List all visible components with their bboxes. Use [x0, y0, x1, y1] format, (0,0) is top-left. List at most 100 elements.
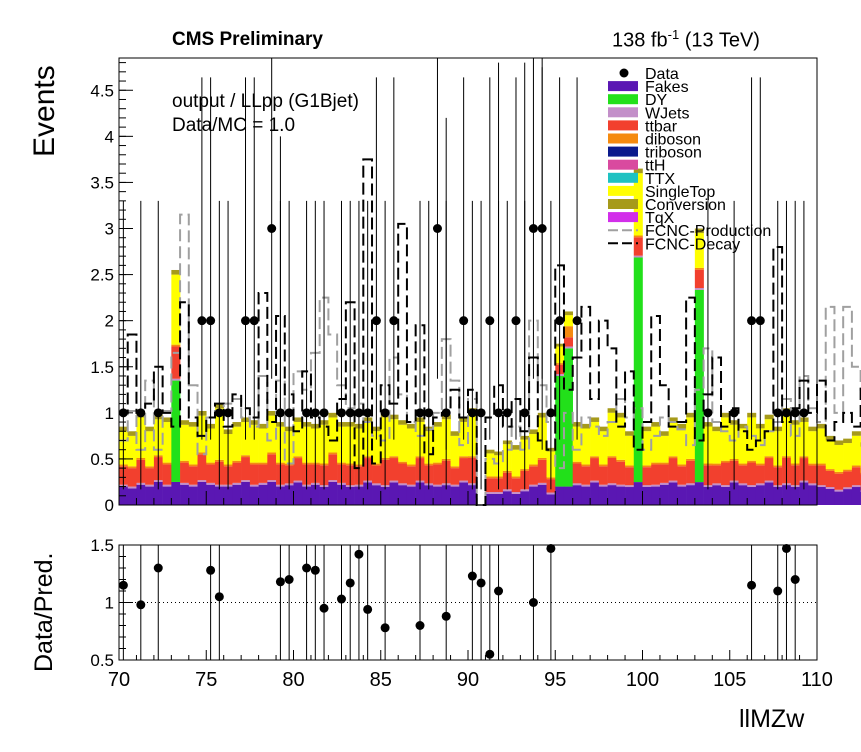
ratio-y-tick-label: 1 [105, 594, 114, 613]
stack-bin-fakes [337, 484, 347, 505]
stack-bin-ttbar [197, 454, 207, 481]
data-point [206, 316, 216, 326]
stack-bin-ttbar [738, 465, 748, 484]
stack-bin-diboson [712, 463, 722, 466]
stack-bin-fakes [729, 482, 739, 505]
data-point [432, 224, 442, 234]
data-point [415, 408, 425, 418]
stack-bin-fakes [241, 481, 251, 505]
y-tick-label: 3 [105, 220, 114, 239]
stack-bin-ttbar [642, 467, 652, 486]
x-axis-label: llMZw [739, 705, 805, 733]
stack-bin-fakes [398, 485, 408, 505]
ratio-point [546, 543, 556, 553]
stack-bin-dy [633, 257, 643, 483]
stack-bin-singletop [249, 424, 259, 463]
stack-bin-fakes [546, 494, 556, 505]
y-tick-label: 4.5 [90, 81, 114, 100]
fcnc-production-line [119, 213, 861, 506]
stack-bin-ttbar [598, 466, 608, 485]
stack-bin-wjets [572, 483, 582, 486]
stack-bin-fakes [520, 491, 530, 505]
stack-bin-ttbar [267, 454, 277, 481]
luminosity-label: 138 fb-1 (13 TeV) [612, 27, 760, 53]
data-point [755, 316, 765, 326]
data-point [790, 408, 800, 418]
ratio-point [302, 563, 312, 573]
stack-bin-fakes [406, 486, 416, 505]
stack-bin-fakes [677, 486, 687, 505]
stack-bin-diboson [825, 469, 835, 471]
stack-bin-wjets [171, 378, 181, 381]
x-tick-label: 85 [370, 669, 392, 691]
stack-bin-ttbar [450, 468, 460, 485]
stack-bin-conversion [633, 168, 643, 174]
stack-bin-fakes [686, 485, 696, 505]
stack-bin-singletop [808, 431, 818, 464]
stack-bin-fakes [825, 488, 835, 505]
stack-bin-wjets [843, 487, 853, 490]
stack-bin-fakes [206, 484, 216, 505]
data-point [572, 316, 582, 326]
stack-bin-conversion [188, 422, 198, 427]
stack-bin-fakes [171, 481, 181, 505]
stack-bin-fakes [625, 487, 635, 505]
data-point [389, 316, 399, 326]
stack-bin-fakes [651, 486, 661, 505]
stack-bin-singletop [372, 431, 382, 464]
stack-bin-conversion [712, 426, 722, 432]
legend-marker-data [619, 68, 629, 78]
data-point [546, 408, 556, 418]
stack-bin-singletop [712, 431, 722, 464]
stack-bin-singletop [328, 417, 338, 453]
stack-bin-conversion [529, 429, 539, 435]
data-point [153, 408, 163, 418]
stack-bin-conversion [764, 414, 774, 420]
ratio-point [781, 543, 791, 553]
y-tick-label: 1.5 [90, 358, 114, 377]
legend-label: DY [645, 92, 668, 109]
stack-bin-singletop [581, 428, 591, 465]
data-point [136, 408, 146, 418]
stack-bin-ttbar [817, 465, 827, 486]
ratio-y-axis-label: Data/Pred. [30, 552, 58, 672]
ratio-point [485, 649, 495, 659]
stack-bin-diboson [581, 464, 591, 467]
stack-bin-wjets [293, 480, 303, 483]
stack-bin-diboson [642, 465, 652, 468]
ratio-point [354, 549, 364, 559]
legend-label: FCNC-Decay [645, 236, 740, 253]
data-point [354, 408, 364, 418]
stack-bin-fakes [232, 484, 242, 505]
stack-bin-ttbar [590, 458, 600, 481]
ratio-point [476, 578, 486, 588]
stack-bin-diboson [747, 460, 757, 463]
stack-bin-conversion [642, 426, 652, 432]
stack-bin-fakes [799, 482, 809, 505]
legend-label: ttbar [645, 118, 678, 135]
y-tick-label: 2.5 [90, 266, 114, 285]
data-point [197, 316, 207, 326]
stack-bin-fakes [773, 486, 783, 505]
legend-swatch [608, 81, 638, 92]
data-point [703, 408, 713, 418]
data-point [729, 408, 739, 418]
stack-bin-fakes [712, 485, 722, 505]
stack-bin-diboson [607, 456, 617, 458]
stack-bin-singletop [450, 435, 460, 467]
stack-bin-diboson [694, 267, 704, 270]
stack-bin-singletop [572, 426, 582, 462]
stack-bin-diboson [808, 463, 818, 466]
stack-bin-conversion [659, 431, 669, 436]
stack-bin-diboson [241, 455, 251, 458]
ratio-point [118, 580, 128, 590]
stack-bin-diboson [764, 456, 774, 459]
stack-bin-singletop [171, 274, 181, 345]
stack-bin-singletop [651, 426, 661, 463]
stack-bin-wjets [372, 483, 382, 486]
stack-bin-ttbar [241, 457, 251, 481]
stack-bin-ttbar [511, 478, 521, 493]
ratio-point [310, 565, 320, 575]
stack-bin-wjets [851, 485, 861, 488]
stack-bin-singletop [398, 424, 408, 462]
